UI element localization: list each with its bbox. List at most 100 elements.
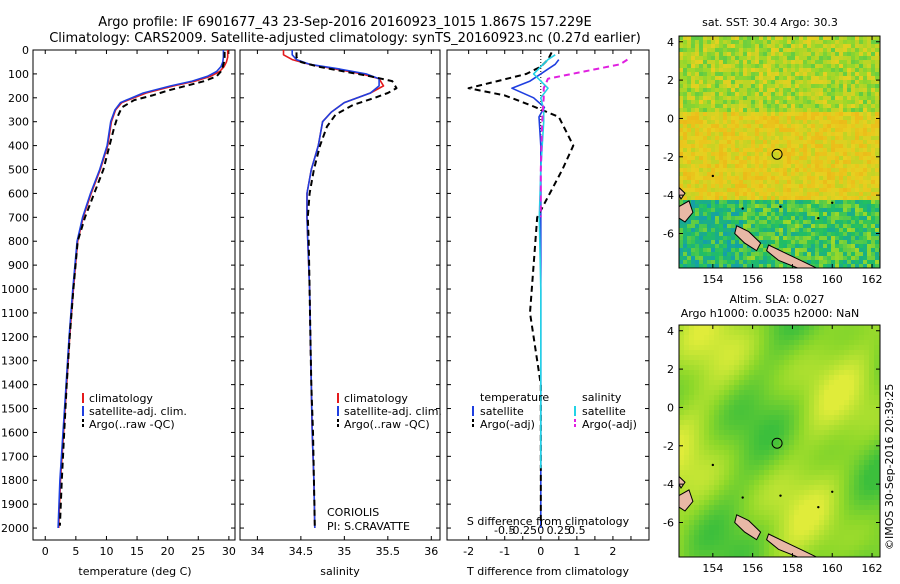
sst-cell — [795, 116, 799, 120]
sla-cell — [869, 425, 874, 430]
sst-cell — [723, 48, 727, 52]
sst-cell — [855, 52, 859, 56]
sla-cell — [709, 480, 714, 485]
sst-cell — [791, 92, 795, 96]
sst-cell — [743, 72, 747, 76]
sst-cell — [867, 96, 871, 100]
sst-cell — [679, 232, 683, 236]
x-tick-label: 0 — [42, 545, 49, 558]
sla-cell — [764, 385, 769, 390]
sla-cell — [714, 405, 719, 410]
sst-cell — [707, 152, 711, 156]
sst-cell — [783, 240, 787, 244]
sst-cell — [727, 136, 731, 140]
sst-cell — [707, 112, 711, 116]
sst-cell — [687, 136, 691, 140]
sst-cell — [763, 96, 767, 100]
sst-cell — [763, 48, 767, 52]
sst-cell — [859, 64, 863, 68]
sst-cell — [819, 40, 823, 44]
sla-cell — [684, 430, 689, 435]
sst-cell — [811, 40, 815, 44]
sst-cell — [691, 100, 695, 104]
sla-cell — [704, 505, 709, 510]
sla-cell — [724, 330, 729, 335]
sst-cell — [827, 60, 831, 64]
sst-cell — [775, 232, 779, 236]
sst-cell — [839, 56, 843, 60]
sla-cell — [824, 435, 829, 440]
sst-cell — [703, 188, 707, 192]
sla-cell — [804, 510, 809, 515]
sla-cell — [729, 390, 734, 395]
sst-cell — [775, 200, 779, 204]
salinity-frame — [240, 50, 440, 540]
sst-cell — [859, 88, 863, 92]
sla-cell — [724, 510, 729, 515]
sst-cell — [851, 264, 855, 268]
sst-cell — [771, 72, 775, 76]
sst-cell — [707, 44, 711, 48]
sst-cell — [835, 68, 839, 72]
sla-cell — [769, 495, 774, 500]
sst-cell — [819, 128, 823, 132]
sst-cell — [803, 156, 807, 160]
sst-cell — [715, 264, 719, 268]
sla-cell — [734, 385, 739, 390]
sla-cell — [749, 405, 754, 410]
sst-cell — [759, 88, 763, 92]
sst-cell — [783, 168, 787, 172]
sla-cell — [709, 340, 714, 345]
sst-cell — [783, 64, 787, 68]
sst-cell — [783, 40, 787, 44]
sla-cell — [784, 415, 789, 420]
sst-cell — [763, 228, 767, 232]
sla-cell — [824, 505, 829, 510]
sla-cell — [819, 420, 824, 425]
lon-tick-label: 160 — [822, 273, 843, 286]
sst-cell — [875, 52, 879, 56]
sst-cell — [807, 152, 811, 156]
sla-cell — [769, 515, 774, 520]
sst-cell — [687, 100, 691, 104]
sst-cell — [719, 200, 723, 204]
sst-cell — [755, 256, 759, 260]
sst-cell — [755, 96, 759, 100]
sla-cell — [794, 525, 799, 530]
sst-cell — [687, 84, 691, 88]
sst-cell — [715, 116, 719, 120]
sst-cell — [719, 124, 723, 128]
sst-cell — [799, 80, 803, 84]
sst-cell — [799, 232, 803, 236]
sla-cell — [834, 425, 839, 430]
sla-cell — [684, 340, 689, 345]
sla-cell — [784, 505, 789, 510]
sst-cell — [783, 196, 787, 200]
sst-cell — [863, 164, 867, 168]
sst-cell — [843, 184, 847, 188]
sst-cell — [731, 228, 735, 232]
sla-cell — [839, 405, 844, 410]
sst-cell — [847, 108, 851, 112]
sst-cell — [711, 260, 715, 264]
sla-cell — [874, 485, 879, 490]
sla-cell — [864, 405, 869, 410]
sst-cell — [811, 184, 815, 188]
sst-cell — [735, 136, 739, 140]
sst-cell — [691, 48, 695, 52]
sla-cell — [754, 410, 759, 415]
sst-cell — [795, 92, 799, 96]
sla-cell — [809, 370, 814, 375]
sla-cell — [704, 450, 709, 455]
sst-cell — [787, 152, 791, 156]
sla-cell — [679, 415, 684, 420]
sst-cell — [739, 184, 743, 188]
sst-cell — [751, 52, 755, 56]
sst-cell — [691, 52, 695, 56]
sla-cell — [714, 435, 719, 440]
sla-cell — [754, 425, 759, 430]
sst-cell — [735, 252, 739, 256]
sla-cell — [684, 485, 689, 490]
sst-cell — [747, 200, 751, 204]
